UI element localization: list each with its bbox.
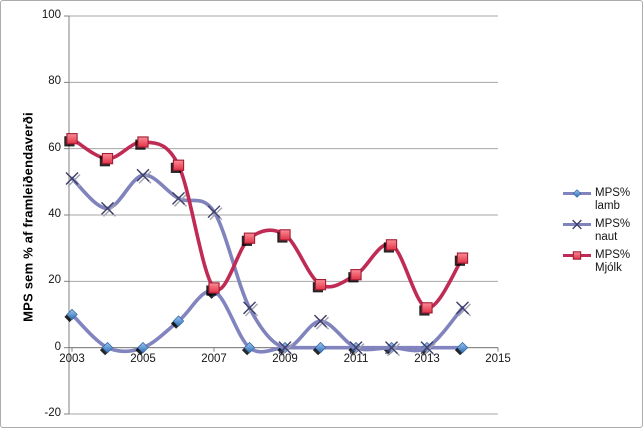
legend-symbol-icon (563, 251, 591, 260)
square-marker-icon (243, 232, 256, 244)
x-marker-icon (207, 205, 221, 219)
diamond-marker-icon (243, 341, 256, 354)
square-marker-icon (208, 282, 220, 294)
x-marker-icon (349, 341, 363, 355)
legend-label-line: MPS% (595, 218, 631, 230)
legend-label: MPS% naut (595, 218, 630, 244)
diamond-marker-icon (137, 341, 149, 354)
y-tick-label: 100 (41, 9, 61, 21)
x-tick-label: 2003 (59, 353, 85, 365)
square-marker-icon (66, 133, 78, 145)
x-tick-label: 2005 (130, 353, 156, 365)
legend-label-line: Mjólk (595, 262, 622, 274)
square-marker-icon (421, 302, 433, 314)
series-line-lamb (70, 289, 465, 354)
square-marker-icon (314, 278, 327, 291)
x-marker-icon (278, 341, 292, 355)
y-tick-label: 60 (48, 141, 61, 154)
x-marker-icon (572, 219, 582, 230)
legend-label-line: lamb (595, 200, 620, 212)
legend-item-lamb: MPS% lamb (562, 187, 630, 213)
square-marker-icon (350, 269, 362, 281)
square-marker-icon (385, 239, 398, 251)
x-marker-icon (385, 341, 398, 355)
square-marker-icon (172, 159, 185, 171)
x-marker-icon (243, 301, 256, 315)
y-tick-label: 20 (48, 274, 61, 287)
diamond-marker-icon (101, 341, 114, 354)
y-tick-label: -20 (44, 407, 61, 419)
x-tick-label: 2015 (485, 353, 511, 365)
diamond-marker-icon (456, 341, 469, 354)
x-tick-label: 2009 (272, 353, 298, 365)
legend-label-line: MPS% (595, 187, 631, 199)
x-tick-label: 2011 (343, 353, 369, 365)
x-marker-icon (172, 191, 185, 205)
legend-label: MPS% Mjólk (595, 249, 630, 275)
legend-label-line: MPS% (595, 249, 631, 261)
legend-item-naut: MPS% naut (562, 218, 630, 244)
x-marker-icon (420, 341, 434, 355)
x-tick-label: 2007 (201, 353, 227, 365)
square-marker-icon (279, 229, 291, 241)
diamond-marker-icon (314, 341, 327, 354)
diamond-marker-icon (572, 189, 582, 198)
square-marker-icon (456, 252, 469, 264)
x-marker-icon (136, 168, 150, 182)
legend-symbol-icon (563, 189, 591, 198)
x-marker-icon (456, 301, 469, 315)
x-marker-icon (101, 201, 114, 215)
x-marker-icon (65, 172, 79, 186)
diamond-marker-icon (66, 308, 78, 321)
diamond-marker-icon (172, 315, 185, 327)
legend-symbol-icon (563, 219, 591, 230)
square-marker-icon (572, 251, 582, 260)
legend-label: MPS% lamb (595, 187, 630, 213)
x-tick-label: 2013 (414, 353, 440, 365)
series-line-Mjólk (70, 136, 465, 310)
legend-item-mjólk: MPS% Mjólk (562, 249, 630, 275)
square-marker-icon (101, 152, 114, 165)
x-marker-icon (314, 314, 327, 328)
chart-legend: MPS% lamb MPS% naut MPS% Mjólk (562, 187, 630, 280)
legend-label-line: naut (595, 231, 618, 243)
y-tick-label: 0 (54, 340, 61, 353)
square-marker-icon (137, 136, 149, 148)
y-tick-label: 40 (48, 208, 61, 220)
y-tick-label: 80 (48, 75, 61, 88)
